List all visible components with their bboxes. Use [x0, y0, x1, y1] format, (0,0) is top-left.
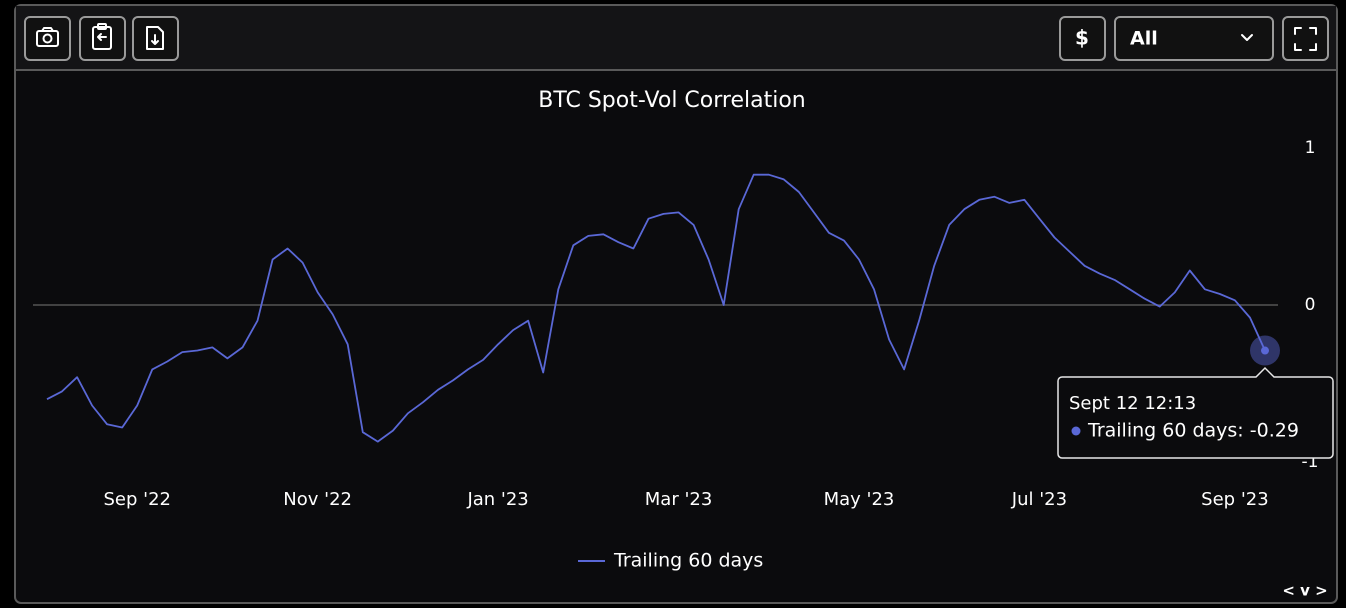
tooltip-text: Trailing 60 days: -0.29 — [1087, 420, 1299, 442]
y-tick-label: 0 — [1305, 295, 1316, 315]
range-select[interactable]: All — [1114, 16, 1274, 61]
chart-title: BTC Spot-Vol Correlation — [538, 88, 805, 113]
frame — [14, 4, 1338, 604]
copy-button[interactable] — [79, 16, 126, 61]
x-tick-label: Sep '23 — [1201, 489, 1269, 510]
x-tick-label: Mar '23 — [645, 489, 713, 510]
nav-arrows[interactable]: < v > — [1282, 582, 1327, 600]
tooltip: Sept 12 12:13 Trailing 60 days: -0.29 — [1057, 366, 1334, 459]
x-tick-label: Sep '22 — [103, 489, 171, 510]
range-label: All — [1130, 28, 1158, 50]
hover-point — [1261, 346, 1269, 355]
currency-button[interactable]: $ — [1059, 16, 1106, 61]
tooltip-date: Sept 12 12:13 — [1069, 393, 1196, 414]
tooltip-swatch — [1071, 426, 1081, 436]
series-line — [46, 173, 1266, 443]
x-tick-label: Jul '23 — [1011, 489, 1067, 510]
x-tick-label: Jan '23 — [466, 489, 528, 510]
x-tick-label: Nov '22 — [283, 489, 352, 510]
fullscreen-button[interactable] — [1282, 16, 1329, 61]
legend-label: Trailing 60 days — [613, 550, 763, 572]
currency-label: $ — [1075, 26, 1089, 50]
x-tick-label: May '23 — [824, 489, 895, 510]
y-tick-label: 1 — [1305, 138, 1316, 158]
download-button[interactable] — [132, 16, 179, 61]
camera-button[interactable] — [24, 16, 71, 61]
legend[interactable]: Trailing 60 days — [578, 550, 763, 572]
